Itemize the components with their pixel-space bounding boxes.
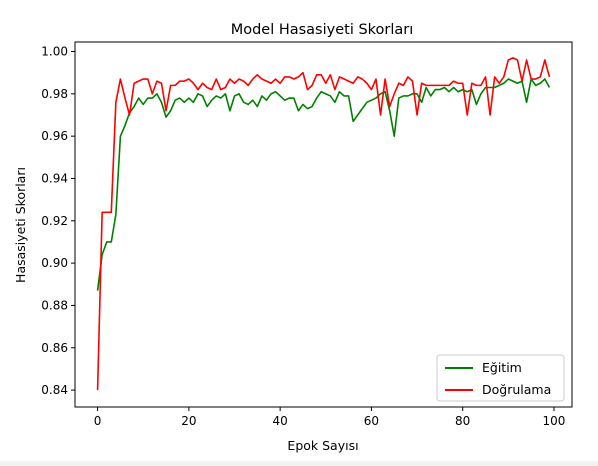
x-tick-label: 40 (273, 414, 288, 428)
y-axis-label: Hasasiyeti Skorları (13, 167, 28, 283)
legend-label-egitim: Eğitim (482, 360, 522, 375)
x-tick-label: 20 (181, 414, 196, 428)
chart-title: Model Hasasiyeti Skorları (231, 22, 414, 38)
y-tick-label: 0.98 (41, 87, 68, 101)
legend: Eğitim Doğrulama (436, 354, 565, 402)
x-tick-label: 0 (94, 414, 102, 428)
series-line-dogrulama (96, 57, 551, 391)
y-tick-label: 0.84 (41, 383, 68, 397)
window-bottom-strip (0, 461, 598, 466)
y-tick-label: 0.86 (41, 341, 68, 355)
series-layer (96, 57, 551, 391)
x-tick-label: 80 (455, 414, 470, 428)
y-tick-label: 1.00 (41, 45, 68, 59)
y-tick-label: 0.94 (41, 171, 68, 185)
x-axis-label: Epok Sayısı (287, 438, 358, 453)
axes-frame (74, 41, 573, 408)
y-tick-label: 0.92 (41, 214, 68, 228)
legend-label-dogrulama: Doğrulama (482, 382, 551, 397)
x-tick-label: 60 (364, 414, 379, 428)
y-tick-label: 0.90 (41, 256, 68, 270)
y-axis: 0.84 0.86 0.88 0.90 0.92 0.94 0.96 0.98 1.00 (41, 45, 75, 397)
plot-area (74, 41, 573, 408)
x-tick-label: 100 (543, 414, 566, 428)
y-tick-label: 0.88 (41, 298, 68, 312)
x-axis: 0 20 40 60 80 100 (94, 407, 566, 428)
series-line-egitim (96, 78, 551, 291)
y-tick-label: 0.96 (41, 129, 68, 143)
